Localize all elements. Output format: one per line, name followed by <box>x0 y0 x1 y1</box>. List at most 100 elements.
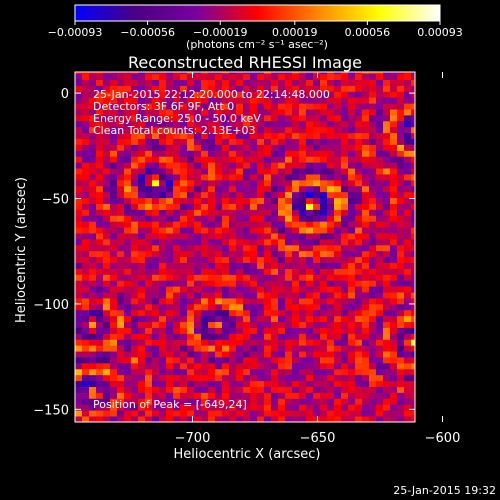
heatmap-cell <box>152 138 160 145</box>
heatmap-cell <box>355 250 363 258</box>
heatmap-cell <box>411 91 415 98</box>
heatmap-cell <box>404 410 412 417</box>
heatmap-cell <box>152 168 160 175</box>
heatmap-cell <box>222 286 230 293</box>
heatmap-cell <box>404 416 412 422</box>
heatmap-cell <box>334 286 342 293</box>
heatmap-cell <box>313 97 321 104</box>
heatmap-cell <box>89 404 97 411</box>
heatmap-cell <box>159 162 167 169</box>
heatmap-cell <box>250 327 258 334</box>
heatmap-cell <box>145 126 153 134</box>
heatmap-cell <box>411 357 415 364</box>
heatmap-cell <box>82 227 90 234</box>
heatmap-cell <box>383 115 391 122</box>
heatmap-cell <box>180 392 188 399</box>
heatmap-cell <box>320 345 328 352</box>
heatmap-cell <box>152 256 160 263</box>
heatmap-cell <box>292 103 300 110</box>
heatmap-cell <box>180 197 188 204</box>
heatmap-cell <box>236 191 244 199</box>
heatmap-cell <box>124 227 132 234</box>
heatmap-cell <box>404 262 412 269</box>
heatmap-cell <box>159 150 167 157</box>
heatmap-cell <box>131 85 139 92</box>
heatmap-cell <box>208 250 216 258</box>
heatmap-cell <box>145 221 153 228</box>
heatmap-cell <box>229 398 237 405</box>
heatmap-cell <box>334 315 342 323</box>
heatmap-cell <box>187 109 195 116</box>
heatmap-cell <box>264 345 272 352</box>
heatmap-cell <box>173 321 181 328</box>
heatmap-cell <box>243 233 251 240</box>
heatmap-cell <box>306 221 314 228</box>
heatmap-cell <box>131 156 139 163</box>
heatmap-cell <box>131 309 139 317</box>
heatmap-cell <box>285 321 293 328</box>
heatmap-cell <box>285 97 293 104</box>
heatmap-cell <box>187 274 195 281</box>
heatmap-cell <box>292 404 300 411</box>
heatmap-cell <box>341 156 349 163</box>
heatmap-cell <box>397 345 405 352</box>
heatmap-cell <box>390 339 398 346</box>
heatmap-cell <box>96 144 104 151</box>
heatmap-cell <box>166 203 174 210</box>
heatmap-cell <box>138 398 146 405</box>
heatmap-cell <box>89 309 97 317</box>
heatmap-cell <box>306 79 314 86</box>
heatmap-cell <box>145 357 153 364</box>
heatmap-cell <box>166 97 174 104</box>
heatmap-cell <box>124 191 132 199</box>
heatmap-cell <box>362 73 370 80</box>
heatmap-cell <box>397 362 405 370</box>
heatmap-cell <box>131 91 139 98</box>
heatmap-cell <box>82 138 90 145</box>
heatmap-cell <box>411 221 415 228</box>
heatmap-cell <box>208 309 216 317</box>
heatmap-cell <box>334 215 342 222</box>
heatmap-cell <box>243 203 251 210</box>
heatmap-cell <box>306 109 314 116</box>
heatmap-cell <box>82 233 90 240</box>
heatmap-cell <box>110 185 118 193</box>
heatmap-cell <box>110 398 118 405</box>
heatmap-cell <box>152 262 160 269</box>
heatmap-cell <box>110 357 118 364</box>
heatmap-cell <box>341 109 349 116</box>
heatmap-cell <box>341 333 349 340</box>
heatmap-cell <box>320 268 328 275</box>
heatmap-cell <box>362 109 370 116</box>
heatmap-cell <box>271 197 279 204</box>
heatmap-cell <box>271 138 279 145</box>
heatmap-cell <box>152 179 160 187</box>
annotation-time: 25-Jan-2015 22:12:20.000 to 22:14:48.000 <box>93 88 330 101</box>
heatmap-cell <box>376 244 384 252</box>
heatmap-cell <box>397 221 405 228</box>
heatmap-cell <box>376 250 384 258</box>
heatmap-cell <box>138 321 146 328</box>
heatmap-cell <box>222 174 230 181</box>
heatmap-cell <box>208 174 216 181</box>
heatmap-cell <box>250 79 258 86</box>
heatmap-cell <box>271 262 279 269</box>
heatmap-cell <box>271 168 279 175</box>
heatmap-cell <box>152 150 160 157</box>
heatmap-cell <box>250 416 258 422</box>
heatmap-cell <box>152 238 160 246</box>
heatmap-cell <box>180 268 188 275</box>
heatmap-cell <box>96 191 104 199</box>
heatmap-cell <box>194 351 202 358</box>
heatmap-cell <box>404 203 412 210</box>
heatmap-cell <box>201 227 209 234</box>
heatmap-cell <box>355 392 363 399</box>
heatmap-cell <box>145 262 153 269</box>
heatmap-cell <box>229 132 237 140</box>
heatmap-cell <box>250 339 258 346</box>
heatmap-cell <box>327 256 335 263</box>
heatmap-cell <box>82 392 90 399</box>
heatmap-cell <box>383 144 391 151</box>
heatmap-cell <box>404 85 412 92</box>
